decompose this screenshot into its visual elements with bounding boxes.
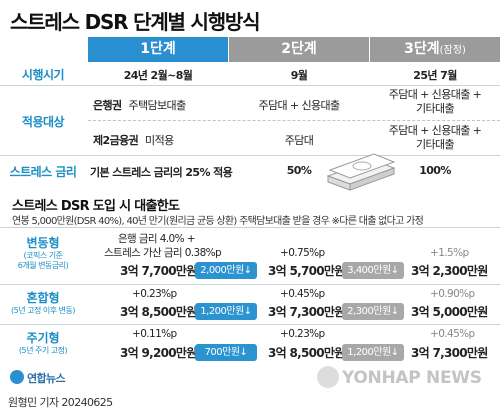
money-stack-icon (326, 153, 396, 191)
target-bank-stage2: 주담대 + 신용대출 (258, 99, 340, 112)
group-mixed-stage2-badge: 2,300만원↓ (342, 303, 404, 320)
group-mixed-stage3-rate: +0.90%p (430, 288, 475, 300)
limit-section-note: 연봉 5,000만원(DSR 40%), 40년 만기(원리금 균등 상환) 주… (12, 216, 424, 227)
group-variable-stage3-amount: 3억 2,300만원 (411, 264, 488, 278)
group-variable-stage3-rate: +1.5%p (430, 247, 469, 259)
group-variable-stage1-line1: 은행 금리 4.0% + (118, 233, 196, 245)
group-mixed-stage2-rate: +0.45%p (280, 288, 325, 300)
group-periodic-stage2-badge: 1,200만원↓ (342, 344, 404, 361)
schedule-stage2: 9월 (290, 69, 308, 82)
bank-stage3-line2: 기타대출 (415, 102, 455, 115)
yonhap-logo-icon (10, 370, 24, 384)
limit-section-title: 스트레스 DSR 도입 시 대출한도 (12, 199, 180, 214)
divider (0, 155, 500, 156)
group-mixed-label: 혼합형 (5년 고정 이후 변동) (0, 289, 86, 316)
target-second-stage2: 주담대 (284, 134, 314, 147)
schedule-stage1: 24년 2월~8월 (123, 69, 193, 82)
bank-label: 은행권 (93, 99, 122, 112)
schedule-stage3: 25년 7월 (413, 69, 457, 82)
divider (0, 284, 500, 285)
watermark: YONHAP NEWS (342, 368, 482, 388)
group-mixed-sub1: (5년 고정 이후 변동) (11, 306, 75, 315)
page-title: 스트레스 DSR 단계별 시행방식 (10, 10, 260, 34)
column-header-stage1: 1단계 (88, 37, 228, 62)
group-periodic-stage1-badge: 700만원↓ (195, 344, 257, 361)
group-periodic-sub1: (5년 주기 고정) (18, 346, 68, 355)
group-periodic-stage3-rate: +0.45%p (430, 328, 475, 340)
group-mixed-stage3-amount: 3억 5,000만원 (411, 305, 488, 319)
column-header-stage3-label: 3단계 (404, 41, 440, 57)
divider (0, 85, 500, 86)
credit: 원형민 기자 20240625 (8, 396, 113, 409)
row-label-schedule: 시행시기 (21, 68, 65, 82)
divider (0, 324, 500, 325)
group-variable-sub1: (코픽스 기준 (23, 251, 63, 260)
target-bank-stage1: 은행권 주택담보대출 (93, 97, 186, 113)
group-mixed-stage2-amount: 3억 7,300만원 (268, 305, 345, 319)
column-header-stage2-label: 2단계 (281, 41, 317, 57)
group-mixed-stage1-badge: 1,200만원↓ (195, 303, 257, 320)
target-bank-stage3: 주담대 + 신용대출 + 기타대출 (370, 88, 500, 116)
row-label-stress-rate: 스트레스 금리 (9, 165, 77, 179)
stress-rate-stage2: 50% (286, 164, 312, 177)
group-periodic-label: 주기형 (5년 주기 고정) (0, 329, 86, 356)
column-header-stage2: 2단계 (229, 37, 369, 62)
group-mixed-stage1-rate: +0.23%p (132, 288, 177, 300)
second-stage3-line1: 주담대 + 신용대출 + (388, 124, 482, 137)
divider (0, 227, 500, 228)
target-second-stage1: 제2금융권 미적용 (93, 132, 174, 148)
group-periodic-stage1-rate: +0.11%p (132, 328, 177, 340)
second-stage3-line2: 기타대출 (415, 138, 455, 151)
group-variable-stage2-badge: 3,400만원↓ (342, 262, 404, 279)
group-periodic-stage3-amount: 3억 7,300만원 (411, 346, 488, 360)
group-mixed-stage1-amount: 3억 8,500만원 (120, 305, 197, 319)
column-header-stage3-suffix: (잠정) (439, 45, 466, 56)
group-variable-name: 변동형 (26, 236, 60, 250)
group-variable-stage1-badge: 2,000만원↓ (195, 262, 257, 279)
second-stage1-value: 미적용 (145, 134, 174, 147)
target-second-stage3: 주담대 + 신용대출 + 기타대출 (370, 124, 500, 152)
group-periodic-stage2-amount: 3억 8,500만원 (268, 346, 345, 360)
stress-rate-stage1: 기본 스트레스 금리의 25% 적용 (90, 166, 233, 179)
bank-stage3-line1: 주담대 + 신용대출 + (388, 88, 482, 101)
column-header-stage1-label: 1단계 (140, 41, 176, 57)
second-tier-label: 제2금융권 (93, 134, 139, 147)
group-variable-stage2-rate: +0.75%p (280, 247, 325, 259)
group-periodic-stage1-amount: 3억 9,200만원 (120, 346, 197, 360)
group-periodic-name: 주기형 (26, 331, 60, 345)
column-header-stage3: 3단계(잠정) (370, 37, 500, 62)
watermark-logo-icon (317, 366, 339, 388)
dashed-divider (88, 120, 500, 121)
row-label-target: 적용대상 (21, 115, 65, 129)
stress-rate-stage3: 100% (419, 164, 451, 177)
group-mixed-name: 혼합형 (26, 291, 60, 305)
group-variable-stage2-amount: 3억 5,700만원 (268, 264, 345, 278)
bank-stage1-value: 주택담보대출 (128, 99, 186, 112)
group-variable-label: 변동형 (코픽스 기준 6개월 변동금리) (0, 234, 86, 271)
group-variable-stage1-line2: 스트레스 가산 금리 0.38%p (104, 247, 222, 259)
group-periodic-stage2-rate: +0.23%p (280, 328, 325, 340)
group-variable-sub2: 6개월 변동금리) (17, 261, 69, 270)
yonhap-logo-text: 연합뉴스 (27, 372, 66, 385)
group-variable-stage1-amount: 3억 7,700만원 (120, 264, 197, 278)
